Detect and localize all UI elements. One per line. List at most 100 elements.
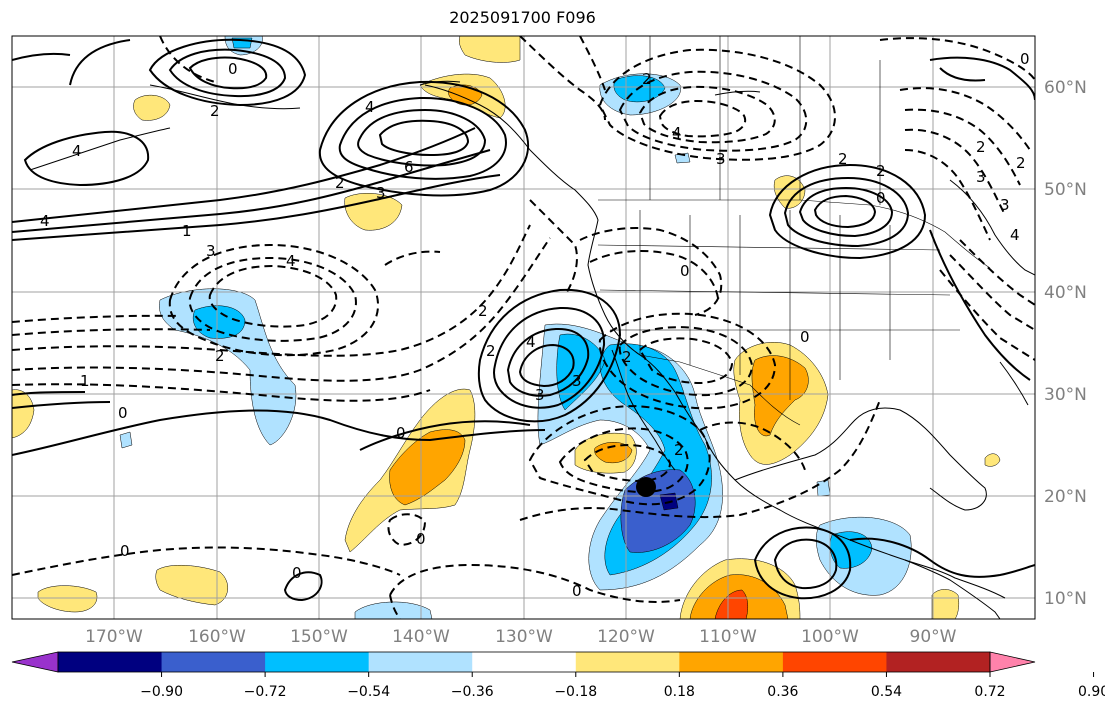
- contour-label: 0: [396, 424, 406, 442]
- contour-solid-plains-high-1: [768, 163, 927, 260]
- contour-dashed-baja-low-1: [528, 405, 711, 506]
- contour-label: 2: [976, 138, 986, 156]
- shade-yellow-top: [458, 36, 521, 63]
- contour-dashed-canada-1: [598, 48, 836, 161]
- colorbar-tick-label: 0.72: [974, 684, 1005, 700]
- map-plot-area: 4 2 0 4 6 2 3 4 3 2 2 0 2 4 3 0 0 0 0 2 …: [12, 36, 1035, 619]
- coastline-gulf: [734, 407, 987, 511]
- contour-dashed-trough-1: [12, 224, 531, 357]
- contour-label: 4: [72, 142, 82, 160]
- contour-label: 4: [1010, 226, 1020, 244]
- contour-dashed-baja-low-3: [583, 443, 672, 483]
- contour-solid-bering: [23, 130, 150, 187]
- contour-solid-high-ne-pacific-4: [378, 119, 470, 157]
- lat-label: 60°N: [1044, 78, 1087, 98]
- border-us-canada: [598, 199, 991, 269]
- contour-dashed-gl-2: [899, 87, 1031, 151]
- contour-solid-plains-high-3: [798, 186, 894, 238]
- contour-solid-zero-line-1: [12, 409, 546, 456]
- colorbar-tick-label: −0.72: [244, 684, 287, 700]
- contour-dashed-top-canada-1: [519, 36, 606, 121]
- lat-label: 30°N: [1044, 385, 1087, 405]
- contour-label: 4: [672, 124, 682, 142]
- contour-dashed-pacific-mid: [384, 250, 441, 266]
- colorbar-tick-label: −0.18: [554, 684, 597, 700]
- lon-label: 110°W: [699, 627, 757, 647]
- colorbar-tick-label: 0.36: [767, 684, 798, 700]
- political-borders: [597, 36, 991, 426]
- contour-dashed-pacific-low-2: [188, 256, 357, 342]
- map-title: 2025091700 F096: [449, 8, 596, 27]
- lon-label: 160°W: [188, 627, 246, 647]
- border-states-1: [639, 210, 891, 400]
- colorbar-extend-low: [11, 651, 59, 673]
- contour-label: 3: [535, 386, 545, 404]
- colorbar-tick-label: −0.36: [451, 684, 494, 700]
- border-us-mexico: [639, 354, 801, 426]
- contour-solid-se-low-1: [753, 526, 852, 600]
- contour-label: 2: [876, 162, 886, 180]
- contour-solid-low-ca-4: [518, 343, 575, 388]
- contour-solid-pacific-upper-2: [12, 149, 491, 233]
- contour-solid-nw-corner: [12, 39, 131, 86]
- contour-label: 0: [680, 262, 690, 280]
- shade-yellow-left: [12, 389, 35, 439]
- contour-dashed-bc-2: [589, 249, 719, 299]
- contour-dashed-mexico-1: [699, 421, 806, 471]
- contour-label: 6: [404, 158, 414, 176]
- contour-solid-high-ne-pacific-1: [318, 80, 530, 197]
- contour-label: 2: [210, 102, 220, 120]
- colorbar-border: [57, 651, 991, 673]
- coastline-central-america: [904, 559, 1006, 599]
- contour-solid-pacific-upper-3: [12, 127, 476, 223]
- shade-lightblue-bottom: [354, 601, 433, 619]
- lat-label: 50°N: [1044, 180, 1087, 200]
- contour-solid-high-ne-pacific-3: [357, 108, 487, 167]
- colorbar: −0.90 −0.72 −0.54 −0.36 −0.18 0.18 0.36 0.54 0.7…: [11, 651, 1105, 700]
- lon-label: 100°W: [801, 627, 859, 647]
- contour-label: 0: [118, 404, 128, 422]
- contour-dashed-canada-3: [638, 85, 776, 144]
- contour-solid-pacific-lower: [283, 571, 323, 602]
- contour-dashed-gl-1: [879, 37, 1035, 81]
- shade-orange-baja: [594, 442, 633, 464]
- contour-dashed-bc-coast: [529, 199, 578, 296]
- colorbar-tick-label: −0.90: [140, 684, 183, 700]
- coastline-aleutians: [29, 127, 171, 171]
- solid-contours: [12, 38, 1035, 602]
- contour-labels: 4 2 0 4 6 2 3 4 3 2 2 0 2 4 3 0 0 0 0 2 …: [40, 50, 1030, 600]
- contour-solid-plains-high-4: [813, 194, 877, 229]
- longitude-labels: 170°W 160°W 150°W 140°W 130°W 120°W 110°…: [85, 627, 957, 647]
- contour-label: 1: [182, 222, 192, 240]
- latitude-labels: 60°N 50°N 40°N 30°N 20°N 10°N: [1044, 78, 1087, 609]
- shade-lightblue-west: [159, 288, 297, 446]
- coastline-east: [949, 179, 1035, 276]
- contour-label: 3: [376, 184, 386, 202]
- colorbar-band: [161, 652, 266, 672]
- contour-dashed-gl-3: [904, 108, 1021, 186]
- contour-label: 0: [228, 60, 238, 78]
- contour-label: 2: [215, 347, 225, 365]
- contour-solid-aleutian-3: [188, 56, 268, 90]
- colorbar-band: [368, 652, 473, 672]
- contour-dashed-trough-4: [12, 328, 211, 336]
- lat-label: 20°N: [1044, 487, 1087, 507]
- contour-dashed-sw-us-3: [638, 337, 734, 385]
- contour-solid-aleutian-1: [148, 38, 307, 107]
- contour-label: 0: [876, 189, 886, 207]
- contour-solid-low-ca-2: [493, 306, 606, 409]
- contour-dashed-sw-us-2: [618, 326, 754, 397]
- lat-label: 10°N: [1044, 589, 1087, 609]
- contour-solid-east-1: [929, 229, 1031, 381]
- shade-blue-west: [192, 305, 246, 339]
- contour-label: 2: [642, 70, 652, 88]
- contour-label: 3: [206, 242, 216, 260]
- contour-solid-aleutian-2: [168, 48, 287, 98]
- colorbar-tick-label: 0.54: [871, 684, 902, 700]
- border-provinces: [649, 36, 881, 205]
- lon-label: 130°W: [495, 627, 553, 647]
- colorbar-band: [886, 652, 991, 672]
- contour-label: 2: [622, 348, 632, 366]
- colorbar-band: [472, 652, 577, 672]
